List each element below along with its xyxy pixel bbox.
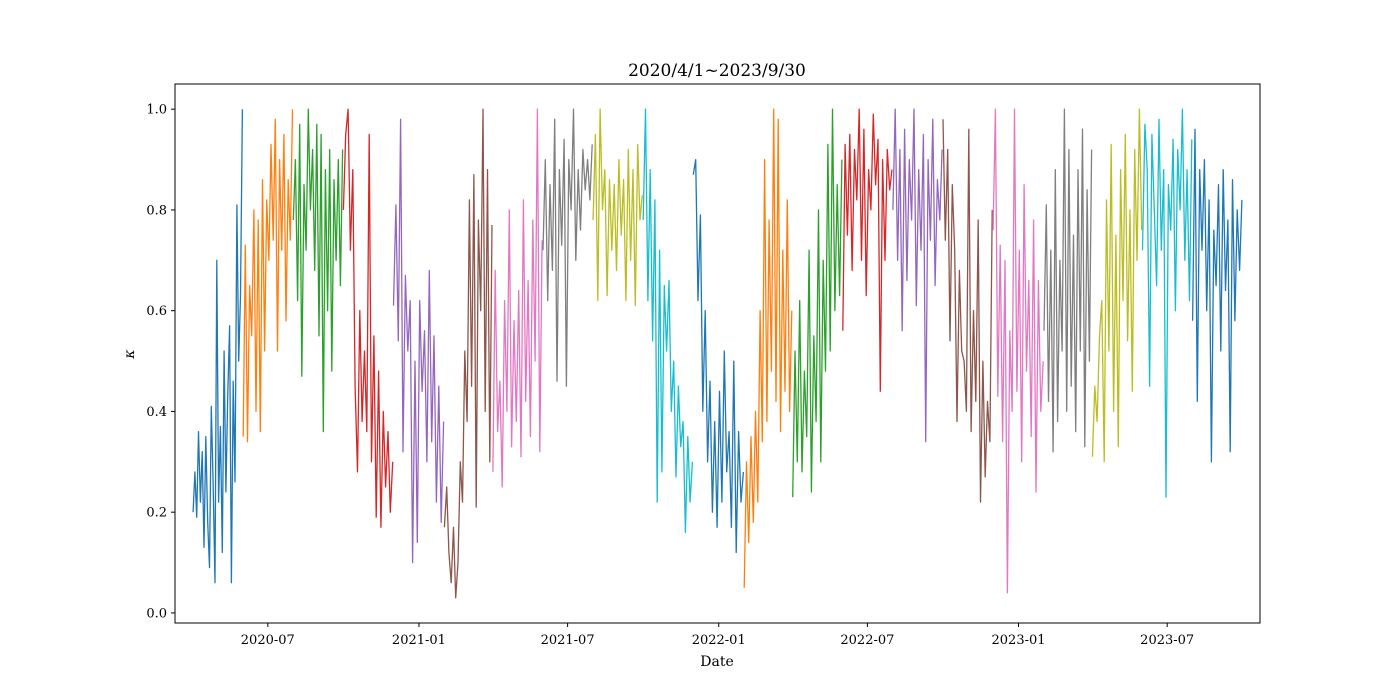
x-tick-label: 2021-07 <box>541 633 595 648</box>
series-line-2 <box>292 108 344 433</box>
chart-title: 2020/4/1~2023/9/30 <box>628 61 806 81</box>
x-axis: 2020-07 2021-01 2021-07 2022-01 2022-07 2023-… <box>241 623 1194 648</box>
x-tick-label: 2020-07 <box>241 633 295 648</box>
series-line-1 <box>242 109 294 443</box>
x-tick-label: 2022-01 <box>692 633 746 648</box>
series-line-12 <box>792 108 843 498</box>
y-tick-label: 0.6 <box>146 304 167 319</box>
series-line-18 <box>1091 108 1143 463</box>
y-tick-label: 0.4 <box>146 405 167 420</box>
series-line-6 <box>492 108 543 488</box>
y-tick-label: 0.2 <box>146 506 167 521</box>
series-line-14 <box>892 108 943 443</box>
x-tick-label: 2023-07 <box>1140 633 1194 648</box>
series-line-20 <box>1191 128 1243 463</box>
series-line-9 <box>642 108 694 533</box>
y-axis: 0.0 0.2 0.4 0.6 0.8 1.0 <box>146 103 175 621</box>
series-layer <box>192 108 1243 599</box>
series-line-4 <box>392 118 445 564</box>
y-tick-label: 0.8 <box>146 203 167 218</box>
series-line-10 <box>692 158 745 554</box>
y-tick-label: 1.0 <box>146 103 167 118</box>
plot-frame <box>174 83 1261 624</box>
series-line-7 <box>542 108 593 387</box>
x-tick-label: 2021-01 <box>392 633 446 648</box>
series-line-3 <box>342 108 394 528</box>
y-tick-label: 0.0 <box>146 606 167 621</box>
series-line-5 <box>443 108 493 599</box>
series-line-19 <box>1141 108 1193 498</box>
series-line-17 <box>1043 108 1093 453</box>
series-line-15 <box>942 119 993 503</box>
y-axis-label: κ <box>122 349 138 359</box>
x-tick-label: 2023-01 <box>992 633 1046 648</box>
series-line-13 <box>842 108 893 392</box>
series-line-0 <box>192 109 244 584</box>
x-axis-label: Date <box>700 654 733 670</box>
series-line-16 <box>992 108 1044 594</box>
x-tick-label: 2022-07 <box>840 633 894 648</box>
series-line-11 <box>743 108 793 588</box>
series-line-8 <box>592 108 643 307</box>
